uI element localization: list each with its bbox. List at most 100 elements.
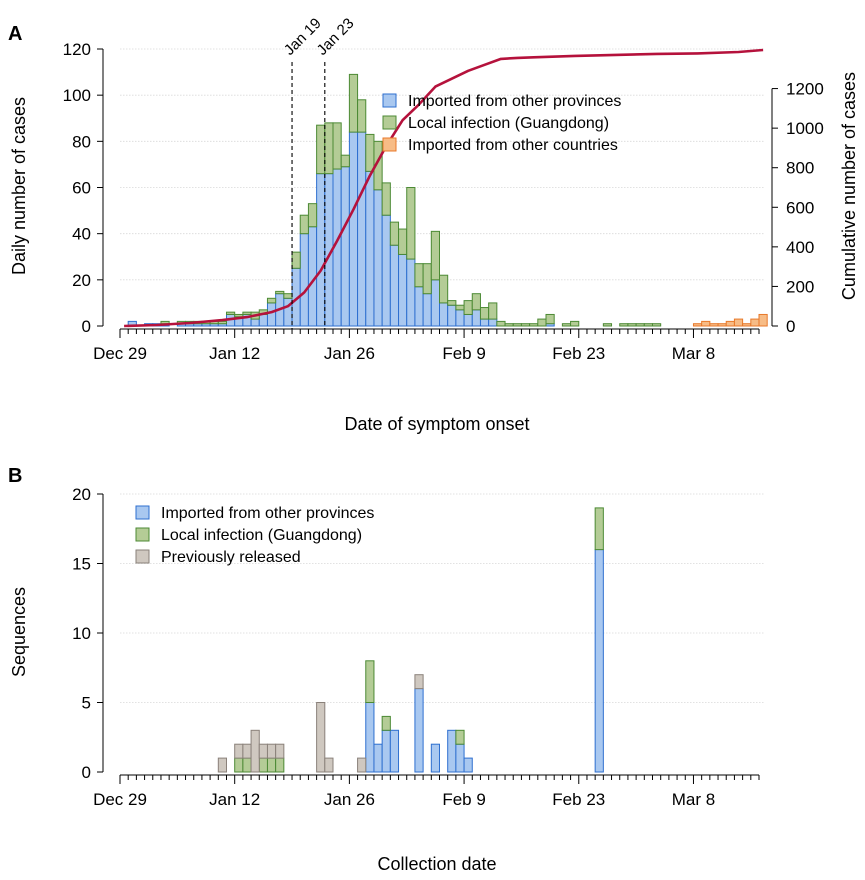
y-tick-label: 0 bbox=[82, 763, 91, 782]
y-tick-label: 20 bbox=[72, 271, 91, 290]
bar-2-day-50 bbox=[529, 323, 539, 327]
bar-3-day-72 bbox=[709, 323, 719, 327]
legend-entry: Imported from other countries bbox=[408, 137, 618, 154]
legend-swatch bbox=[382, 93, 397, 108]
bar-2-day-59 bbox=[602, 323, 613, 327]
bar-2-day-15 bbox=[242, 757, 252, 773]
bar-3-day-74 bbox=[725, 320, 735, 327]
bar-2-day-14 bbox=[234, 313, 244, 318]
bar-2-day-26 bbox=[332, 122, 342, 170]
x-tick-label: Jan 12 bbox=[209, 790, 260, 809]
bar-1-day-30 bbox=[365, 170, 375, 327]
bar-2-day-17 bbox=[258, 757, 268, 773]
x-tick-label: Jan 12 bbox=[209, 344, 260, 363]
bar-1-day-41 bbox=[455, 309, 465, 327]
x-tick-label: Dec 29 bbox=[93, 344, 147, 363]
bar-1-day-31 bbox=[373, 189, 383, 327]
panel-a-legend: Imported from other provinces Local infec… bbox=[382, 93, 621, 154]
bar-1-day-43 bbox=[471, 309, 481, 327]
bar-3-day-29 bbox=[357, 757, 367, 773]
y2-tick-label: 1200 bbox=[786, 80, 824, 99]
bar-1-day-30 bbox=[365, 702, 375, 773]
bar-1-day-33 bbox=[389, 729, 400, 773]
bar-2-day-30 bbox=[365, 133, 375, 172]
bar-2-day-13 bbox=[226, 311, 236, 315]
x-tick-label: Feb 9 bbox=[442, 790, 485, 809]
bar-2-day-12 bbox=[217, 320, 228, 325]
bar-2-day-20 bbox=[283, 293, 293, 299]
bar-1-day-35 bbox=[406, 258, 416, 327]
annotation-label: Jan 23 bbox=[314, 15, 358, 59]
y-tick-label: 5 bbox=[82, 694, 91, 713]
bar-1-day-22 bbox=[299, 233, 309, 327]
bar-1-day-18 bbox=[266, 302, 277, 327]
bar-3-day-76 bbox=[742, 323, 752, 327]
bar-2-day-41 bbox=[455, 304, 465, 311]
x-tick-label: Jan 26 bbox=[324, 790, 375, 809]
bar-1-day-58 bbox=[594, 549, 604, 773]
bar-3-day-70 bbox=[692, 323, 703, 327]
legend-entry: Local infection (Guangdong) bbox=[161, 527, 362, 544]
bar-1-day-38 bbox=[430, 279, 440, 327]
bar-3-day-19 bbox=[275, 743, 285, 759]
bar-2-day-33 bbox=[389, 221, 400, 246]
bar-2-day-32 bbox=[381, 715, 391, 731]
bar-1-day-28 bbox=[348, 131, 359, 327]
bar-1-day-42 bbox=[463, 313, 473, 327]
bar-2-day-55 bbox=[570, 320, 580, 327]
panel-a-axes: 0 20 40 60 80 100 120 Dec 29 Jan 12 Jan 26 Feb 9 Fe… bbox=[63, 40, 824, 363]
bar-2-day-34 bbox=[398, 228, 408, 255]
bar-2-day-24 bbox=[316, 124, 326, 175]
bar-2-day-63 bbox=[635, 323, 645, 327]
bar-2-day-22 bbox=[299, 214, 309, 235]
bar-2-day-37 bbox=[422, 263, 432, 295]
bar-2-day-48 bbox=[512, 323, 522, 327]
bar-1-day-44 bbox=[479, 318, 490, 327]
panel-b-legend: Imported from other provinces Local infec… bbox=[135, 505, 374, 566]
bar-3-day-75 bbox=[733, 318, 744, 327]
legend-swatch bbox=[382, 115, 397, 130]
legend-swatch bbox=[135, 549, 150, 564]
bar-2-day-19 bbox=[275, 290, 285, 295]
y-tick-label: 100 bbox=[63, 86, 91, 105]
legend-entry: Imported from other provinces bbox=[161, 505, 374, 522]
x-tick-label: Dec 29 bbox=[93, 790, 147, 809]
bar-1-day-31 bbox=[373, 743, 383, 773]
bar-2-day-30 bbox=[365, 660, 375, 703]
y-tick-label: 120 bbox=[63, 40, 91, 59]
bar-2-day-43 bbox=[471, 293, 481, 311]
bar-2-day-18 bbox=[266, 757, 277, 773]
bar-1-day-37 bbox=[422, 293, 432, 327]
x-tick-label: Jan 26 bbox=[324, 344, 375, 363]
bar-2-day-23 bbox=[307, 203, 318, 228]
y2-tick-label: 200 bbox=[786, 277, 814, 296]
bar-2-day-42 bbox=[463, 300, 473, 315]
legend-entry: Previously released bbox=[161, 549, 301, 566]
x-tick-label: Feb 23 bbox=[552, 344, 605, 363]
bar-3-day-14 bbox=[234, 743, 244, 759]
panel-b-x-axis-label: Collection date bbox=[377, 854, 496, 874]
bar-1-day-32 bbox=[381, 214, 391, 327]
bar-1-day-36 bbox=[414, 688, 424, 773]
panel-b: B 0 5 10 15 20 Dec 29 Jan 12 Jan 26 Feb 9 Feb 23 M… bbox=[8, 465, 765, 874]
bar-3-day-15 bbox=[242, 743, 252, 759]
bar-3-day-16 bbox=[250, 729, 260, 773]
y-tick-label: 60 bbox=[72, 179, 91, 198]
bar-2-day-44 bbox=[479, 307, 490, 320]
panel-a-y2-axis-label: Cumulative number of cases bbox=[839, 72, 859, 300]
bar-1-day-16 bbox=[250, 318, 260, 327]
bar-1-day-42 bbox=[463, 757, 473, 773]
x-tick-label: Feb 9 bbox=[442, 344, 485, 363]
bar-2-day-15 bbox=[242, 311, 252, 315]
bar-2-day-52 bbox=[545, 313, 555, 325]
bar-1-day-33 bbox=[389, 244, 400, 327]
bar-2-day-62 bbox=[627, 323, 637, 327]
bar-1-day-32 bbox=[381, 729, 391, 773]
y-tick-label: 80 bbox=[72, 132, 91, 151]
bar-2-day-65 bbox=[652, 323, 662, 327]
bar-3-day-78 bbox=[758, 313, 768, 327]
bar-1-day-17 bbox=[258, 313, 268, 327]
y2-tick-label: 1000 bbox=[786, 119, 824, 138]
bar-1-day-24 bbox=[316, 173, 326, 327]
